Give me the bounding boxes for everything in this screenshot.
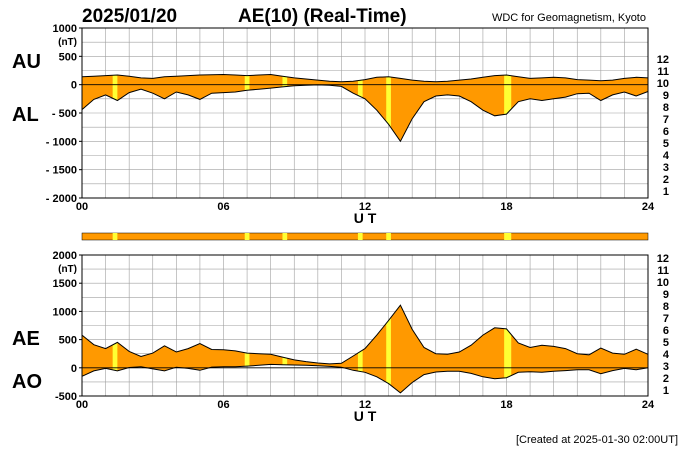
station-count-label: 11 (657, 265, 669, 277)
series-line-ae (81, 304, 649, 365)
date-label: 2025/01/20 (82, 6, 177, 27)
station-count-label: 11 (657, 66, 669, 78)
y-tick-label: 0 (71, 363, 77, 375)
station-count-label: 3 (663, 361, 669, 373)
y-tick-label: 500 (59, 335, 77, 347)
station-count-label: 8 (663, 102, 669, 114)
station-count-label: 10 (657, 277, 669, 289)
y-unit-label: (nT) (58, 37, 77, 48)
station-count-label: 8 (663, 301, 669, 313)
y-tick-label: 0 (71, 80, 77, 92)
panel-au-al (79, 27, 649, 199)
highlight-strip (504, 305, 512, 393)
y-tick-label: -500 (55, 391, 77, 403)
station-count-label: 9 (663, 289, 669, 301)
panel-ae-ao (79, 254, 649, 397)
series-line-au (81, 73, 649, 83)
x-tick-label: 12 (359, 201, 371, 213)
quality-bar-highlight (282, 233, 288, 240)
highlight-strip (386, 305, 391, 393)
station-count-label: 2 (663, 174, 669, 186)
y-tick-label: 1500 (53, 278, 77, 290)
highlight-strip (504, 74, 512, 142)
station-count-label: 3 (663, 162, 669, 174)
y-tick-label: 500 (59, 51, 77, 63)
station-count-label: 10 (657, 78, 669, 90)
plot-frame (81, 254, 649, 397)
station-count-label: 4 (663, 349, 670, 361)
y-tick-label: - 500 (52, 108, 77, 120)
x-tick-label: 18 (500, 399, 512, 411)
y-tick-label: 1000 (53, 306, 77, 318)
x-tick-label: 06 (217, 201, 229, 213)
y-tick-label: 1000 (53, 23, 77, 35)
quality-bar-highlight (244, 233, 250, 240)
highlight-strip (112, 305, 118, 393)
x-tick-label: 06 (217, 399, 229, 411)
x-tick-label: 24 (642, 399, 655, 411)
x-axis-label: U T (354, 210, 377, 226)
x-axis-label: U T (354, 408, 377, 424)
x-tick-label: 00 (76, 399, 88, 411)
station-count-label: 7 (663, 114, 669, 126)
station-count-label: 2 (663, 373, 669, 385)
quality-bar-highlight (357, 233, 363, 240)
quality-bar-highlight (386, 233, 391, 240)
series-label-au: AU (12, 51, 41, 73)
source-label: WDC for Geomagnetism, Kyoto (492, 12, 646, 24)
station-count-label: 1 (663, 186, 669, 198)
chart-title: AE(10) (Real-Time) (238, 6, 407, 27)
created-label: [Created at 2025-01-30 02:00UT] (516, 434, 678, 446)
x-tick-label: 18 (500, 201, 512, 213)
station-count-label: 1 (663, 385, 669, 397)
station-count-label: 7 (663, 313, 669, 325)
station-count-label: 12 (657, 253, 669, 265)
station-count-label: 5 (663, 138, 669, 150)
quality-bar-highlight (112, 233, 118, 240)
x-tick-label: 12 (359, 399, 371, 411)
series-label-ao: AO (12, 371, 42, 393)
station-count-label: 6 (663, 126, 669, 138)
x-tick-label: 24 (642, 201, 655, 213)
quality-bar (81, 232, 649, 241)
series-label-al: AL (12, 104, 39, 126)
series-line-ao (81, 363, 649, 394)
station-count-label: 9 (663, 90, 669, 102)
station-count-label: 6 (663, 325, 669, 337)
y-tick-label: - 1500 (46, 165, 77, 177)
y-unit-label: (nT) (58, 264, 77, 275)
station-count-label: 12 (657, 54, 669, 66)
highlight-strip (386, 74, 391, 142)
y-tick-label: - 2000 (46, 193, 77, 205)
series-label-ae: AE (12, 328, 40, 350)
y-tick-label: 2000 (53, 250, 77, 262)
station-count-label: 4 (663, 150, 670, 162)
series-line-al (81, 84, 649, 143)
x-tick-label: 00 (76, 201, 88, 213)
quality-bar-highlight (504, 233, 512, 240)
y-tick-label: - 1000 (46, 136, 77, 148)
station-count-label: 5 (663, 337, 669, 349)
